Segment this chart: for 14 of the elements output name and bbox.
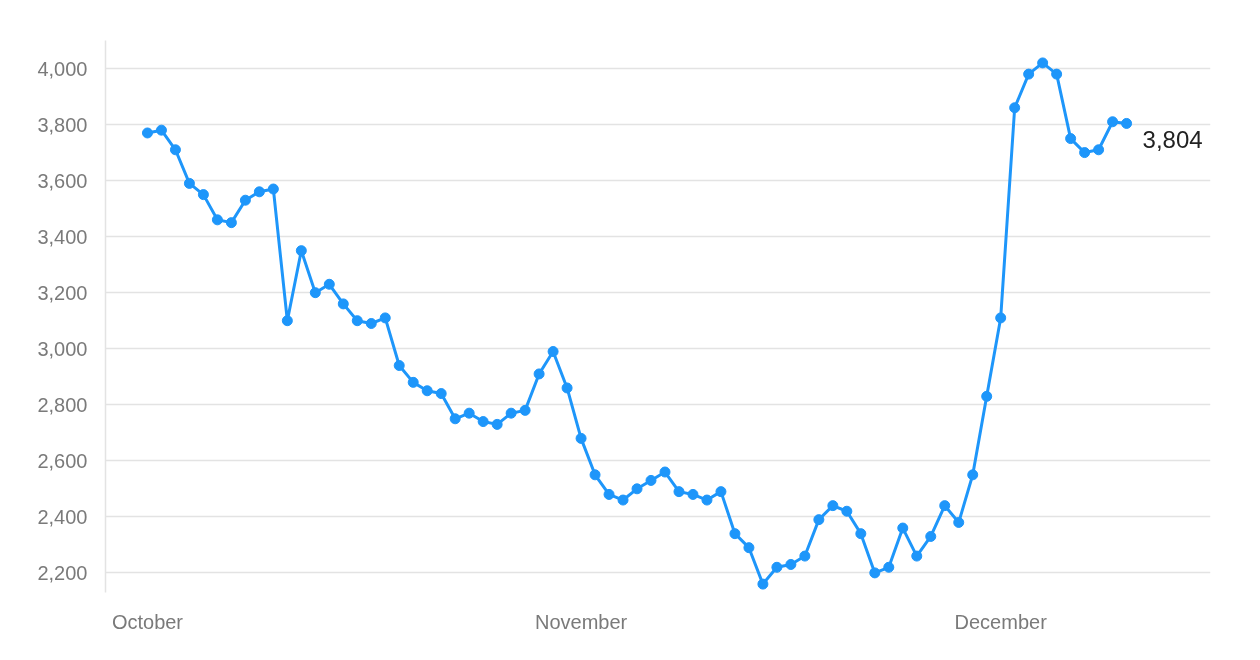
data-label: 3,804 [1142,125,1203,153]
y-tick-label: 3,800 [37,113,88,136]
y-tick-label: 3,400 [37,225,88,248]
x-tick-label: November [534,610,628,633]
y-tick-label: 4,000 [37,57,88,80]
y-tick-label: 3,600 [37,169,88,192]
x-tick-label: October [111,610,184,633]
y-tick-label: 2,200 [37,561,88,584]
y-tick-label: 3,000 [37,337,88,360]
y-tick-label: 2,400 [37,505,88,528]
x-tick-label: December [954,610,1048,633]
y-tick-label: 2,800 [37,393,88,416]
y-tick-label: 3,200 [37,281,88,304]
y-tick-label: 2,600 [37,449,88,472]
